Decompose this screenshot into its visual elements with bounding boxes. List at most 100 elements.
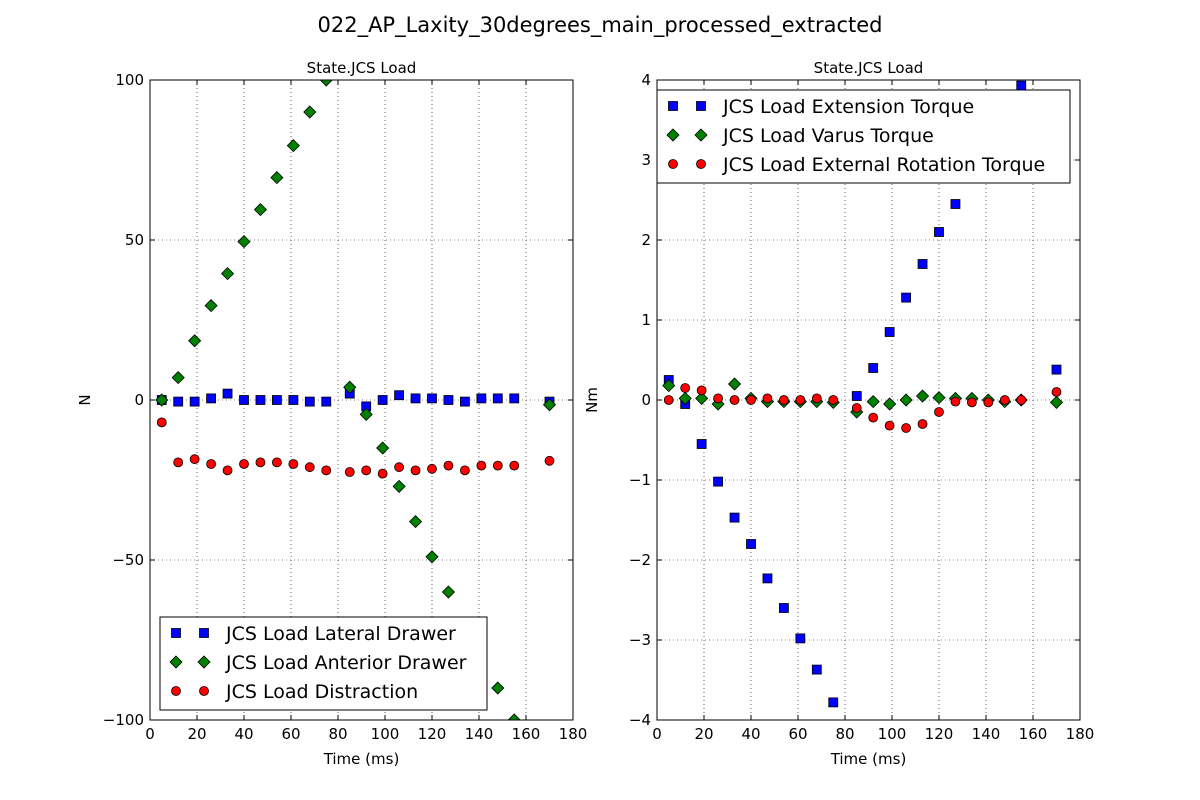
data-point	[394, 462, 405, 473]
x-tick-label: 80	[835, 725, 854, 743]
data-point	[304, 462, 315, 473]
data-point	[713, 393, 723, 404]
legend-label: JCS Load Extension Torque	[722, 96, 974, 118]
data-point	[884, 420, 895, 431]
data-point	[303, 105, 317, 119]
data-point	[779, 395, 789, 405]
legend-marker	[169, 655, 183, 669]
x-tick-label: 180	[559, 725, 588, 743]
data-point	[443, 460, 454, 471]
y-tick-label: 2	[641, 231, 651, 249]
data-point	[443, 395, 454, 405]
data-point	[795, 395, 806, 405]
data-point	[491, 681, 505, 695]
data-point	[155, 393, 169, 407]
data-point	[868, 363, 879, 373]
data-point	[696, 385, 707, 396]
legend-marker	[171, 686, 181, 696]
y-tick-label: 0	[641, 391, 651, 409]
x-tick-label: 60	[788, 725, 807, 743]
y-tick-label: 1	[641, 311, 651, 329]
data-point	[746, 395, 756, 405]
legend-entry: JCS Load Anterior Drawer	[169, 652, 467, 674]
series-circle-2	[663, 383, 1062, 433]
x-tick-label: 20	[187, 725, 206, 743]
data-point	[459, 396, 470, 407]
x-tick-label: 60	[281, 725, 300, 743]
legend-entry: JCS Load Varus Torque	[666, 125, 934, 147]
data-point	[680, 383, 691, 393]
data-point	[173, 396, 184, 407]
data-point	[1051, 387, 1062, 397]
y-tick-label: 50	[125, 231, 144, 249]
data-point	[727, 377, 742, 391]
data-point	[189, 454, 200, 465]
data-point	[321, 396, 332, 407]
legend-label: JCS Load External Rotation Torque	[722, 154, 1045, 176]
data-point	[915, 389, 930, 403]
data-point	[410, 465, 421, 476]
data-point	[542, 398, 557, 412]
legend-entry: JCS Load Lateral Drawer	[171, 623, 456, 645]
data-point	[376, 441, 390, 455]
data-point	[271, 395, 282, 405]
data-point	[999, 395, 1010, 405]
data-point	[459, 465, 470, 476]
x-tick-label: 180	[1066, 725, 1095, 743]
y-axis-label: Nm	[583, 387, 601, 413]
data-point	[779, 603, 789, 613]
data-point	[851, 391, 862, 401]
data-point	[509, 460, 520, 471]
data-point	[950, 396, 961, 407]
data-point	[304, 396, 315, 407]
data-point	[237, 235, 251, 249]
data-point	[901, 292, 911, 303]
data-point	[828, 697, 839, 708]
x-tick-label: 120	[418, 725, 447, 743]
y-tick-label: 4	[641, 71, 651, 89]
data-point	[492, 393, 503, 404]
data-point	[899, 393, 913, 407]
data-point	[425, 550, 439, 564]
data-point	[1051, 364, 1062, 375]
y-tick-label: 3	[641, 151, 651, 169]
data-point	[253, 203, 268, 217]
data-point	[286, 139, 300, 153]
legend-marker	[666, 128, 680, 142]
series-square-0	[663, 80, 1062, 708]
legend: JCS Load Extension Torque JCS Load Varus …	[656, 89, 1071, 184]
data-point	[270, 171, 284, 185]
data-point	[408, 515, 423, 529]
legend-marker	[171, 628, 181, 638]
y-axis-label: N	[76, 394, 94, 405]
x-tick-label: 140	[465, 725, 494, 743]
data-point	[544, 455, 555, 466]
plot-left-force: 0 20 40 60 80 100 120 140 160 180 −100 −50 0 50 100 Sta…	[76, 59, 587, 768]
data-point	[156, 417, 167, 428]
x-tick-label: 80	[328, 725, 347, 743]
plot-right-torque: 0 20 40 60 80 100 120 140 160 180 −4 −3 −2 −1 0 1 2 3 4 Sta…	[583, 59, 1094, 768]
data-point	[271, 457, 282, 468]
x-tick-label: 0	[145, 725, 155, 743]
data-point	[344, 467, 355, 477]
y-tick-label: −1	[629, 471, 651, 489]
subplot-title: State.JCS Load	[814, 59, 924, 77]
data-point	[678, 391, 692, 405]
x-axis-label: Time (ms)	[323, 750, 400, 768]
data-points	[155, 80, 557, 720]
figure-title: 022_AP_Laxity_30degrees_main_processed_e…	[317, 13, 882, 38]
data-point	[932, 391, 946, 405]
series-square-0	[156, 388, 555, 412]
legend-box	[656, 89, 1071, 184]
data-point	[343, 380, 357, 394]
data-point	[950, 199, 961, 209]
data-point	[868, 412, 879, 423]
data-point	[509, 393, 520, 404]
data-point	[204, 299, 218, 313]
y-tick-label: −4	[629, 711, 651, 729]
data-point	[171, 371, 185, 385]
y-tick-label: −3	[629, 631, 651, 649]
data-point	[695, 391, 709, 405]
data-point	[967, 397, 977, 408]
